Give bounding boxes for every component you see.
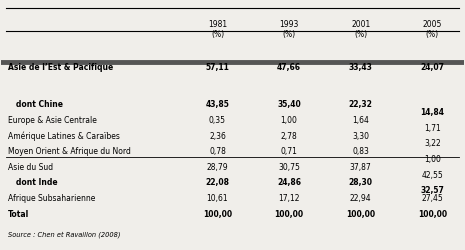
Text: 14,84: 14,84 bbox=[420, 108, 445, 117]
Text: Moyen Orient & Afrique du Nord: Moyen Orient & Afrique du Nord bbox=[8, 147, 131, 156]
Text: 2001
(%): 2001 (%) bbox=[351, 20, 371, 39]
Text: 22,32: 22,32 bbox=[349, 100, 373, 109]
Text: 42,55: 42,55 bbox=[422, 170, 443, 179]
Text: 10,61: 10,61 bbox=[206, 193, 228, 202]
Text: 0,35: 0,35 bbox=[209, 116, 226, 124]
Text: 27,45: 27,45 bbox=[422, 193, 443, 202]
Text: Afrique Subsaharienne: Afrique Subsaharienne bbox=[8, 193, 96, 202]
Text: Asie de l’Est & Pacifique: Asie de l’Est & Pacifique bbox=[8, 62, 113, 71]
Text: 100,00: 100,00 bbox=[203, 209, 232, 218]
Text: 1,64: 1,64 bbox=[352, 116, 369, 124]
Text: 1,00: 1,00 bbox=[424, 154, 441, 164]
Text: Amérique Latines & Caraïbes: Amérique Latines & Caraïbes bbox=[8, 131, 120, 140]
Text: Total: Total bbox=[8, 209, 30, 218]
Text: 1981
(%): 1981 (%) bbox=[208, 20, 227, 39]
Text: 22,08: 22,08 bbox=[206, 178, 230, 187]
Text: 1,00: 1,00 bbox=[281, 116, 298, 124]
Text: 47,66: 47,66 bbox=[277, 62, 301, 71]
Text: 28,30: 28,30 bbox=[349, 178, 373, 187]
Text: dont Chine: dont Chine bbox=[8, 100, 63, 109]
Text: 0,78: 0,78 bbox=[209, 147, 226, 156]
Text: 57,11: 57,11 bbox=[206, 62, 229, 71]
Text: 17,12: 17,12 bbox=[279, 193, 300, 202]
Text: 0,71: 0,71 bbox=[281, 147, 298, 156]
Text: Asie du Sud: Asie du Sud bbox=[8, 162, 53, 171]
Text: 37,87: 37,87 bbox=[350, 162, 372, 171]
Text: 3,30: 3,30 bbox=[352, 131, 369, 140]
Text: 35,40: 35,40 bbox=[277, 100, 301, 109]
Text: 2,36: 2,36 bbox=[209, 131, 226, 140]
Text: 32,57: 32,57 bbox=[420, 186, 445, 194]
Text: Source : Chen et Ravaillon (2008): Source : Chen et Ravaillon (2008) bbox=[8, 230, 121, 237]
Text: 1,71: 1,71 bbox=[424, 123, 441, 132]
Text: 100,00: 100,00 bbox=[274, 209, 304, 218]
Text: 33,43: 33,43 bbox=[349, 62, 373, 71]
Text: 3,22: 3,22 bbox=[424, 139, 441, 148]
Text: 43,85: 43,85 bbox=[206, 100, 229, 109]
Text: 1993
(%): 1993 (%) bbox=[279, 20, 299, 39]
Text: 22,94: 22,94 bbox=[350, 193, 372, 202]
Text: 28,79: 28,79 bbox=[206, 162, 228, 171]
Text: Europe & Asie Centrale: Europe & Asie Centrale bbox=[8, 116, 97, 124]
Text: 100,00: 100,00 bbox=[346, 209, 375, 218]
Text: 24,86: 24,86 bbox=[277, 178, 301, 187]
Text: dont Inde: dont Inde bbox=[8, 178, 58, 187]
Text: 24,07: 24,07 bbox=[420, 62, 445, 71]
Text: 2,78: 2,78 bbox=[281, 131, 298, 140]
Text: 100,00: 100,00 bbox=[418, 209, 447, 218]
Text: 30,75: 30,75 bbox=[278, 162, 300, 171]
Text: 0,83: 0,83 bbox=[352, 147, 369, 156]
Text: 2005
(%): 2005 (%) bbox=[423, 20, 442, 39]
